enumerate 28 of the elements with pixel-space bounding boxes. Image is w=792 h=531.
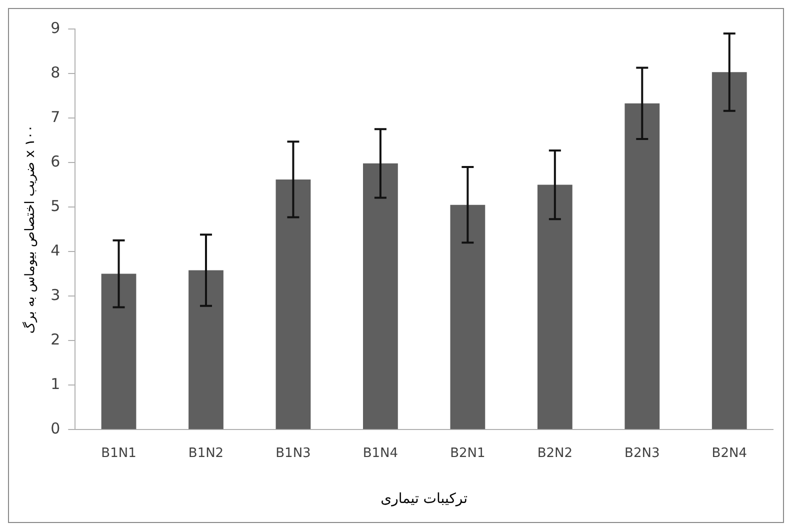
bar: [450, 204, 486, 430]
y-tick-label: 3: [50, 286, 60, 304]
y-tick-label: 5: [50, 196, 60, 215]
y-tick-label: 9: [50, 18, 60, 37]
bar: [101, 274, 136, 430]
x-tick-label: B2N4: [712, 446, 747, 461]
y-tick-label: 2: [50, 330, 60, 348]
bar: [363, 163, 398, 430]
x-tick-label: B1N4: [362, 446, 398, 461]
bar: [537, 184, 572, 430]
y-tick-label: 7: [50, 108, 60, 126]
x-axis-title: ترکیبات تیماری: [380, 491, 468, 508]
y-tick-label: 1: [50, 374, 60, 393]
x-tick-label: B1N1: [101, 446, 136, 461]
x-tick-label: B2N1: [450, 446, 486, 461]
y-tick-label: 4: [50, 241, 60, 260]
y-axis-title: ضریب اختصاص بیوماس به برگ x ۱۰۰: [22, 124, 38, 334]
y-tick-label: 0: [50, 419, 60, 438]
x-tick-label: B2N2: [537, 446, 573, 461]
bar: [188, 270, 224, 430]
x-tick-label: B1N2: [188, 446, 224, 461]
y-tick-label: 8: [50, 63, 60, 82]
x-tick-label: B2N3: [624, 446, 660, 461]
bar: [276, 179, 311, 430]
bar: [624, 103, 660, 430]
bar: [712, 72, 747, 430]
x-tick-label: B1N3: [276, 446, 311, 461]
y-tick-label: 6: [50, 152, 60, 170]
